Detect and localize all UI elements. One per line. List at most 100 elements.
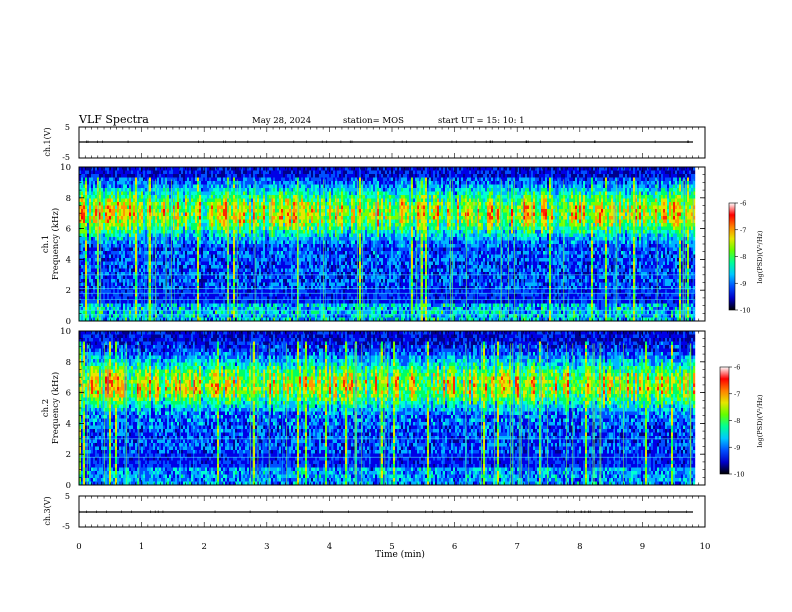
- spectrogram-cell: [95, 296, 98, 301]
- spectrogram-cell: [103, 247, 106, 252]
- spectrogram-cell: [115, 184, 118, 189]
- spectrogram-cell: [79, 314, 82, 318]
- spectrogram-cell: [225, 237, 228, 241]
- spectrogram-cell: [169, 167, 172, 171]
- spectrogram-cell: [291, 314, 294, 318]
- spectrogram-cell: [79, 184, 82, 189]
- spectrogram-cell: [221, 272, 224, 276]
- spectrogram-cell: [249, 289, 252, 294]
- spectrogram-cell: [283, 261, 286, 266]
- spectrogram-cell: [277, 254, 280, 259]
- spectrogram-cell: [269, 251, 272, 255]
- spectrogram-cell: [277, 195, 280, 199]
- spectrogram-cell: [239, 195, 242, 199]
- spectrogram-cell: [157, 268, 160, 273]
- spectrogram-cell: [261, 296, 264, 301]
- spectrogram-cell: [185, 188, 188, 192]
- spectrogram-cell: [103, 282, 106, 287]
- spectrogram-cell: [183, 286, 186, 290]
- spectrogram-cell: [111, 240, 114, 245]
- spectrogram-cell: [217, 170, 220, 175]
- spectrogram-cell: [89, 303, 92, 308]
- spectrogram-cell: [169, 251, 172, 255]
- spectrogram-cell: [193, 237, 196, 241]
- spectrogram-cell: [155, 205, 158, 210]
- spectrogram-cell: [183, 191, 186, 196]
- spectrogram-cell: [111, 282, 114, 287]
- spectrogram-cell: [123, 216, 126, 220]
- spectrogram-cell: [289, 265, 292, 269]
- spectrogram-cell: [229, 303, 232, 308]
- spectrogram-cell: [159, 251, 162, 255]
- spectrogram-cell: [141, 233, 144, 238]
- spectrogram-cell: [141, 202, 144, 206]
- spectrogram-cell: [245, 254, 248, 259]
- spectrogram-cell: [229, 286, 232, 290]
- spectrogram-cell: [271, 258, 274, 262]
- spectrogram-cell: [275, 170, 278, 175]
- spectrogram-cell: [85, 293, 88, 297]
- spectrogram-cell: [121, 272, 124, 276]
- spectrogram-cell: [243, 244, 246, 248]
- spectrogram-cell: [187, 184, 190, 189]
- spectrogram-cell: [189, 282, 192, 287]
- spectrogram-cell: [161, 317, 164, 322]
- spectrogram-cell: [277, 300, 280, 304]
- spectrogram-cell: [113, 265, 116, 269]
- spectrogram-cell: [273, 216, 276, 220]
- spectrogram-cell: [135, 230, 138, 234]
- spectrogram-cell: [271, 209, 274, 213]
- spectrogram-cell: [163, 198, 166, 203]
- spectrogram-cell: [237, 174, 240, 178]
- spectrogram-cell: [91, 251, 94, 255]
- spectrogram-cell: [129, 212, 132, 217]
- spectrogram-cell: [155, 195, 158, 199]
- spectrogram-cell: [101, 268, 104, 273]
- spectrogram-cell: [251, 244, 254, 248]
- spectrogram-cell: [207, 275, 210, 280]
- spectrogram-cell: [225, 282, 228, 287]
- spectrogram-cell: [243, 167, 246, 171]
- spectrogram-cell: [237, 261, 240, 266]
- spectrogram-cell: [139, 282, 142, 287]
- spectrogram-cell: [237, 307, 240, 311]
- spectrogram-cell: [287, 310, 290, 315]
- spectrogram-cell: [237, 212, 240, 217]
- spectrogram-cell: [175, 219, 178, 224]
- spectrogram-cell: [229, 219, 232, 224]
- spectrogram-cell: [275, 230, 278, 234]
- spectrogram-cell: [237, 279, 240, 283]
- spectrogram-cell: [231, 307, 234, 311]
- spectrogram-cell: [155, 216, 158, 220]
- spectrogram-cell: [95, 226, 98, 231]
- spectrogram-cell: [237, 219, 240, 224]
- spectrogram-cell: [171, 272, 174, 276]
- spectrogram-cell: [123, 177, 126, 182]
- spectrogram-cell: [271, 174, 274, 178]
- spectrogram-cell: [201, 167, 204, 171]
- spectrogram-cell: [191, 226, 194, 231]
- spectrogram-cell: [241, 247, 244, 252]
- spectrogram-cell: [225, 244, 228, 248]
- spectrogram-cell: [135, 191, 138, 196]
- spectrogram-cell: [221, 254, 224, 259]
- spectrogram-cell: [83, 240, 86, 245]
- spectrogram-cell: [111, 198, 114, 203]
- spectrogram-cell: [163, 317, 166, 322]
- spectrogram-cell: [123, 191, 126, 196]
- spectrogram-cell: [269, 268, 272, 273]
- spectrogram-cell: [269, 265, 272, 269]
- spectrogram-cell: [235, 247, 238, 252]
- spectrogram-cell: [145, 317, 148, 322]
- spectrogram-cell: [95, 244, 98, 248]
- spectrogram-cell: [91, 286, 94, 290]
- spectrogram-cell: [183, 184, 186, 189]
- spectrogram-cell: [113, 254, 116, 259]
- spectrogram-cell: [191, 272, 194, 276]
- spectrogram-cell: [157, 303, 160, 308]
- spectrogram-cell: [137, 272, 140, 276]
- spectrogram-cell: [83, 244, 86, 248]
- spectrogram-cell: [285, 170, 288, 175]
- spectrogram-cell: [243, 177, 246, 182]
- spectrogram-cell: [175, 198, 178, 203]
